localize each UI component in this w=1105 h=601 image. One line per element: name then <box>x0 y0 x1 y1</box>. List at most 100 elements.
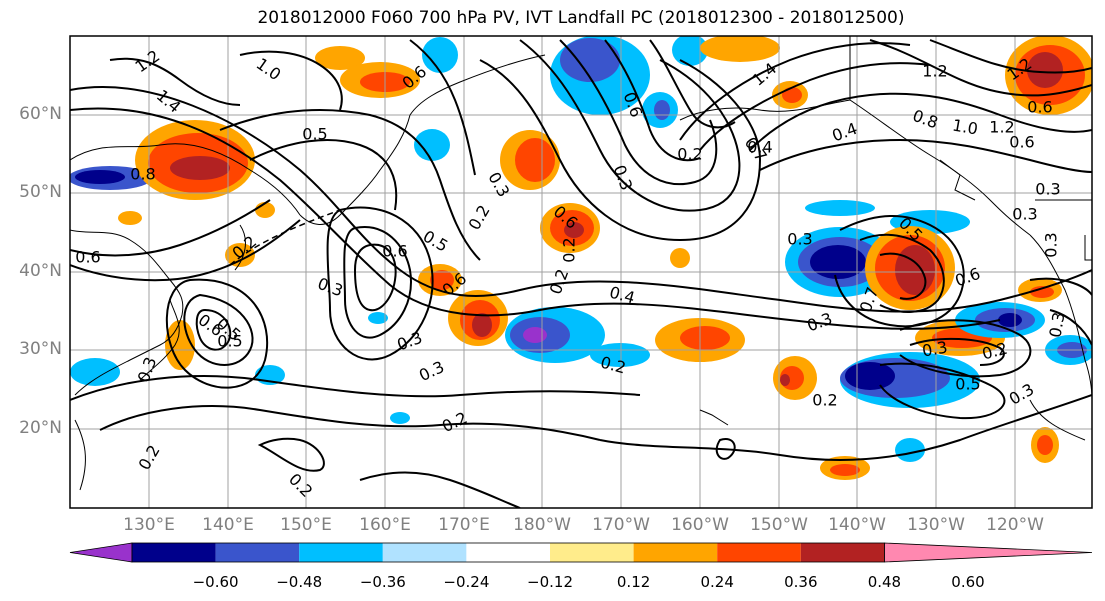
shade-blob <box>560 38 620 82</box>
shade-blob <box>670 248 690 268</box>
shade-blob <box>810 245 866 279</box>
shade-blob <box>165 320 195 370</box>
colorbar-label: 0.60 <box>951 573 985 591</box>
contour-label: 1.4 <box>153 86 185 117</box>
shade-blob <box>315 46 365 70</box>
lon-label: 120°W <box>986 515 1044 535</box>
contour-label: 1.0 <box>951 115 979 138</box>
pv-contours <box>70 39 1092 508</box>
colorbar-segment <box>550 543 634 562</box>
lon-label: 180°W <box>513 515 571 535</box>
colorbar-label: −0.36 <box>359 573 406 591</box>
contour-label: 0.4 <box>829 119 859 146</box>
lon-label: 150°W <box>750 515 808 535</box>
shade-blob <box>75 170 125 184</box>
lon-label: 170°W <box>592 515 650 535</box>
shade-blob <box>515 138 555 182</box>
shade-blob <box>805 200 875 216</box>
map-title: 2018012000 F060 700 hPa PV, IVT Landfall… <box>257 8 905 28</box>
colorbar-label: 0.12 <box>616 573 651 591</box>
contour-label: 0.2 <box>439 408 470 436</box>
shade-blob <box>70 358 120 386</box>
shade-blob <box>590 343 650 367</box>
contour-label: 0.3 <box>416 357 447 385</box>
shade-blob <box>390 412 410 424</box>
contour-label: 0.3 <box>1045 311 1068 339</box>
shade-blob <box>1030 286 1054 298</box>
shade-blob <box>422 37 458 73</box>
colorbar-label: 0.24 <box>700 573 734 591</box>
shade-blob <box>845 362 895 390</box>
contour-label: 0.2 <box>560 237 579 262</box>
contour-label: 0.3 <box>1042 232 1061 257</box>
contour-label: 0.4 <box>747 138 772 157</box>
dashed-line <box>229 209 341 266</box>
lat-label: 30°N <box>19 339 62 359</box>
contour-label: 0.6 <box>382 242 407 261</box>
colorbar-segment <box>800 543 885 562</box>
shade-blob <box>430 270 454 290</box>
contour-label: 0.5 <box>217 332 242 351</box>
contour-label: 1.0 <box>253 54 285 84</box>
colorbar-segment <box>215 543 300 562</box>
colorbar <box>69 542 1093 563</box>
contour-label: 0.2 <box>465 202 494 234</box>
shade-blob <box>672 36 708 66</box>
coastlines <box>70 36 1092 491</box>
contour-label: 1.4 <box>749 59 781 90</box>
shade-blob <box>780 374 790 386</box>
contour-label: 0.6 <box>1027 98 1052 117</box>
colorbar-extend-low <box>69 542 133 563</box>
lat-label: 60°N <box>19 104 62 124</box>
colorbar-frame <box>131 542 885 563</box>
shade-blob <box>523 327 547 343</box>
shade-blob <box>895 245 935 295</box>
contour-label: 1.2 <box>989 118 1014 137</box>
lon-label: 160°W <box>671 515 729 535</box>
shade-blob <box>414 129 450 161</box>
colorbar-label: −0.24 <box>443 573 490 591</box>
colorbar-segment <box>717 543 801 562</box>
lat-label: 20°N <box>19 418 62 438</box>
shade-blob <box>998 313 1022 327</box>
contour-label: 0.3 <box>610 162 637 192</box>
shade-blob <box>1037 435 1053 455</box>
lon-label: 160°E <box>359 515 411 535</box>
contour-label: 0.5 <box>955 375 980 394</box>
lon-label: 140°E <box>202 515 254 535</box>
colorbar-label: 0.36 <box>784 573 818 591</box>
colorbar-label: −0.48 <box>276 573 323 591</box>
shade-blob <box>472 313 492 337</box>
lon-label: 140°W <box>828 515 886 535</box>
lat-label: 50°N <box>19 182 62 202</box>
contour-label: 0.6 <box>952 264 982 291</box>
colorbar-segment <box>132 543 216 562</box>
shade-blob <box>118 211 142 225</box>
lat-label: 40°N <box>19 261 62 281</box>
colorbar-label: 0.48 <box>867 573 902 591</box>
contour-label: 0.3 <box>134 354 161 384</box>
shade-blob <box>895 438 925 462</box>
shade-blob <box>368 312 388 324</box>
contour-label: 0.2 <box>135 442 164 474</box>
contour-label: 0.3 <box>804 309 834 336</box>
contour-label: 0.6 <box>1009 133 1034 152</box>
contour-label: 0.5 <box>420 227 452 256</box>
shade-blob <box>654 100 670 120</box>
colorbar-segment <box>466 543 550 562</box>
shade-blob <box>782 87 802 103</box>
shade-blob <box>830 464 860 476</box>
contour-label: 0.3 <box>787 230 812 249</box>
contour-label: 0.3 <box>1012 205 1037 224</box>
lon-label: 130°W <box>907 515 965 535</box>
contour-label: 0.3 <box>315 274 345 301</box>
shade-blob <box>680 326 730 350</box>
contour-label: 0.2 <box>546 266 573 296</box>
contour-label: 1.2 <box>922 62 947 81</box>
contour-label: 0.2 <box>812 391 837 410</box>
contour-label: 0.3 <box>921 337 949 360</box>
shaded-fields <box>70 36 1092 480</box>
shade-blob <box>170 156 230 180</box>
shade-blob <box>225 243 255 267</box>
